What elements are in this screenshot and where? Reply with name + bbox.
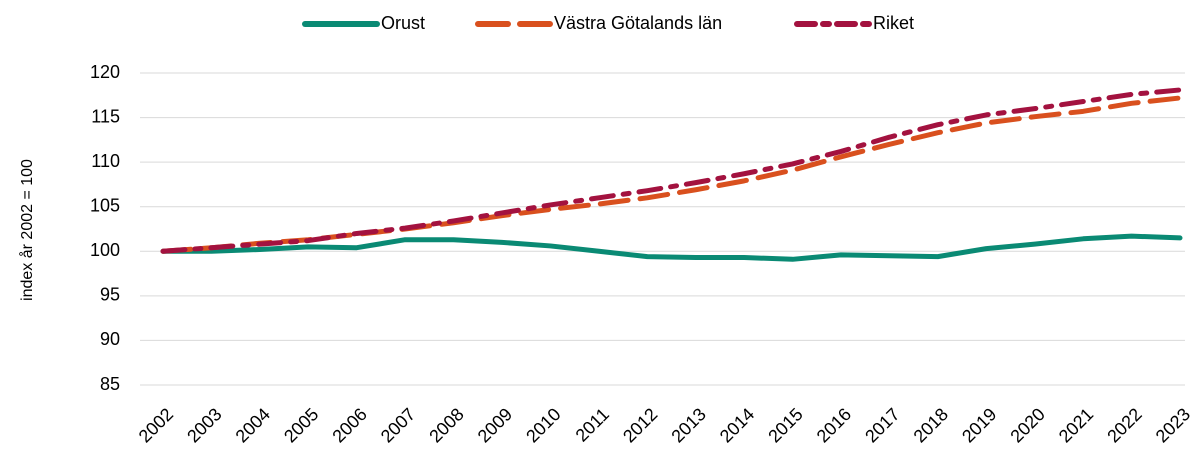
x-tick-label: 2013: [667, 404, 709, 446]
x-tick-label: 2016: [813, 404, 855, 446]
x-tick-label: 2006: [328, 404, 370, 446]
series-line: [160, 233, 1183, 262]
x-tick-label: 2003: [183, 404, 225, 446]
x-tick-label: 2004: [232, 404, 274, 446]
series-line: [160, 87, 1183, 254]
x-tick-label: 2008: [425, 404, 467, 446]
x-tick-label: 2022: [1103, 404, 1145, 446]
x-tick-label: 2012: [619, 404, 661, 446]
x-tick-label: 2019: [958, 404, 1000, 446]
y-tick-label: 85: [100, 374, 120, 394]
x-tick-label: 2007: [377, 404, 419, 446]
x-tick-label: 2005: [280, 404, 322, 446]
x-tick-label: 2010: [522, 404, 564, 446]
y-tick-label: 110: [91, 151, 120, 171]
y-tick-label: 120: [90, 62, 120, 82]
x-tick-label: 2020: [1006, 404, 1048, 446]
x-tick-label: 2014: [716, 404, 758, 446]
x-tick-label: 2018: [910, 404, 952, 446]
x-tick-label: 2021: [1055, 404, 1097, 446]
y-tick-label: 90: [100, 329, 120, 349]
x-tick-label: 2017: [861, 404, 903, 446]
y-axis-label: index år 2002 = 100: [18, 159, 36, 301]
y-tick-label: 100: [90, 240, 120, 260]
x-tick-label: 2023: [1152, 404, 1192, 446]
legend-label: Orust: [381, 13, 425, 33]
x-tick-label: 2009: [474, 404, 516, 446]
y-tick-label: 115: [91, 106, 120, 126]
x-tick-label: 2011: [572, 404, 614, 446]
x-tick-label: 2002: [135, 404, 177, 446]
legend-label: Riket: [873, 13, 914, 33]
y-tick-label: 105: [90, 195, 120, 215]
series-line: [160, 95, 1183, 254]
legend-label: Västra Götalands län: [554, 13, 722, 33]
y-tick-label: 95: [100, 285, 120, 305]
x-tick-label: 2015: [764, 404, 806, 446]
